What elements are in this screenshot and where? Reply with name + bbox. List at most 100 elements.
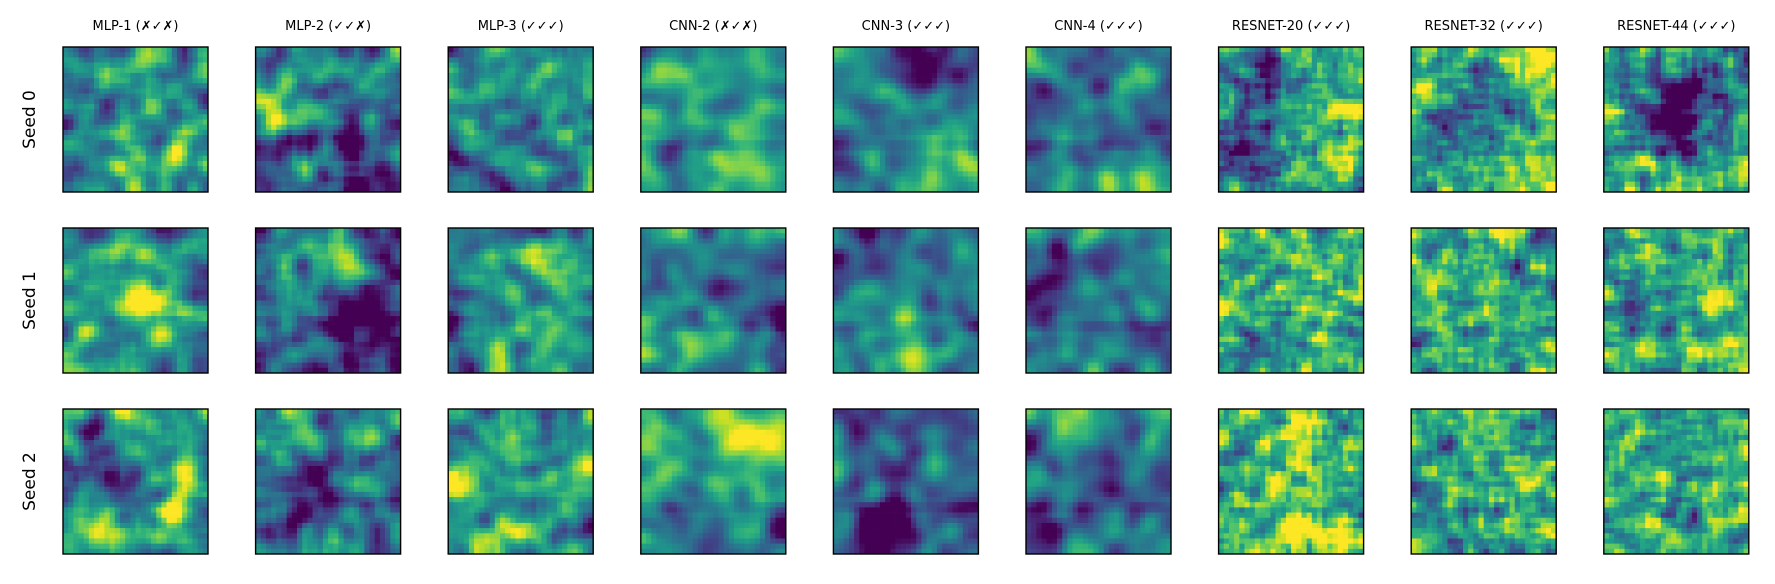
heatmap-cell <box>385 72 391 79</box>
heatmap-cell <box>541 129 547 136</box>
heatmap-cell <box>713 124 719 131</box>
heatmap-cell <box>536 72 542 79</box>
heatmap-cell <box>88 62 95 69</box>
heatmap-cell <box>390 140 396 146</box>
heatmap-cell <box>1103 47 1110 53</box>
heatmap-cell <box>520 52 527 58</box>
heatmap-cell <box>348 88 355 94</box>
heatmap-cell <box>328 171 334 177</box>
heatmap-cell <box>1327 47 1333 53</box>
heatmap-cell <box>1041 83 1048 89</box>
heatmap-cell <box>723 83 730 89</box>
heatmap-cell <box>1124 47 1130 53</box>
heatmap-cell <box>104 166 110 172</box>
heatmap-cell <box>759 140 766 146</box>
heatmap-cell <box>291 93 298 100</box>
heatmap-cell <box>656 176 662 182</box>
heatmap-cell <box>666 166 673 172</box>
heatmap-cell <box>567 166 573 172</box>
heatmap-cell <box>734 57 740 63</box>
heatmap-cell <box>364 98 370 105</box>
heatmap-cell <box>1160 83 1167 89</box>
heatmap-cell <box>677 67 683 74</box>
heatmap-cell <box>562 98 568 105</box>
heatmap-cell <box>1103 62 1110 69</box>
heatmap-cell <box>255 124 262 131</box>
heatmap-cell <box>702 62 709 69</box>
heatmap-cell <box>322 103 329 110</box>
heatmap-cell <box>765 57 771 63</box>
heatmap-cell <box>671 62 678 69</box>
heatmap-cell <box>765 52 771 58</box>
heatmap-cell <box>854 47 860 53</box>
heatmap-cell <box>1165 88 1172 94</box>
heatmap-cell <box>1026 47 1032 53</box>
heatmap-cell <box>843 83 850 89</box>
heatmap-cell <box>255 88 262 94</box>
heatmap-cell <box>1160 62 1167 69</box>
heatmap-cell <box>525 62 532 69</box>
heatmap-cell <box>145 124 152 131</box>
heatmap-cell <box>1139 181 1146 188</box>
heatmap-cell <box>114 62 121 69</box>
heatmap-cell <box>192 186 198 193</box>
heatmap-cell <box>765 155 771 162</box>
heatmap-cell <box>166 181 173 188</box>
heatmap-cell <box>916 119 922 126</box>
heatmap-cell <box>739 47 745 53</box>
heatmap-cell <box>531 145 537 151</box>
heatmap-cell <box>192 155 198 162</box>
heatmap-cell <box>754 109 761 115</box>
heatmap-cell <box>723 124 730 131</box>
heatmap-cell <box>182 52 188 58</box>
heatmap-cell <box>905 140 912 146</box>
heatmap-cell <box>1150 166 1156 172</box>
heatmap-cell <box>843 129 850 136</box>
heatmap-cell <box>125 186 131 193</box>
heatmap-cell <box>1046 98 1053 105</box>
heatmap-cell <box>723 181 730 188</box>
heatmap-cell <box>494 119 501 126</box>
heatmap-cell <box>1275 78 1282 84</box>
heatmap-cell <box>921 103 927 110</box>
heatmap-cell <box>1082 176 1089 182</box>
heatmap-cell <box>171 129 178 136</box>
heatmap-cell <box>1114 109 1120 115</box>
heatmap-cell <box>130 145 136 151</box>
heatmap-cell <box>546 72 553 79</box>
heatmap-cell <box>1218 93 1225 100</box>
heatmap-cell <box>302 57 308 63</box>
heatmap-cell <box>458 103 465 110</box>
heatmap-cell <box>973 186 979 193</box>
heatmap-cell <box>759 129 766 136</box>
heatmap-cell <box>130 119 136 126</box>
heatmap-cell <box>307 145 313 151</box>
heatmap-cell <box>754 88 761 94</box>
heatmap-cell <box>307 62 313 69</box>
heatmap-cell <box>666 103 673 110</box>
heatmap-cell <box>130 160 136 167</box>
heatmap-cell <box>104 119 110 126</box>
heatmap-cell <box>192 145 198 151</box>
heatmap-cell <box>1139 119 1146 126</box>
heatmap-cell <box>161 62 167 69</box>
heatmap-cell <box>880 150 886 157</box>
heatmap-cell <box>1228 52 1235 58</box>
heatmap-cell <box>1051 103 1058 110</box>
heatmap-cell <box>68 119 74 126</box>
heatmap-cell <box>515 109 522 115</box>
heatmap-cell <box>765 160 771 167</box>
heatmap-cell <box>348 67 355 74</box>
heatmap-cell <box>682 103 688 110</box>
heatmap-cell <box>895 155 902 162</box>
heatmap-cell <box>1139 72 1146 79</box>
heatmap-cell <box>192 72 198 79</box>
heatmap-cell <box>744 124 750 131</box>
heatmap-cell <box>1327 67 1333 74</box>
heatmap-cell <box>880 93 886 100</box>
heatmap-cell <box>1088 166 1094 172</box>
heatmap-cell <box>83 129 90 136</box>
heatmap-cell <box>343 181 350 188</box>
heatmap-cell <box>353 78 360 84</box>
heatmap-cell <box>697 135 704 141</box>
